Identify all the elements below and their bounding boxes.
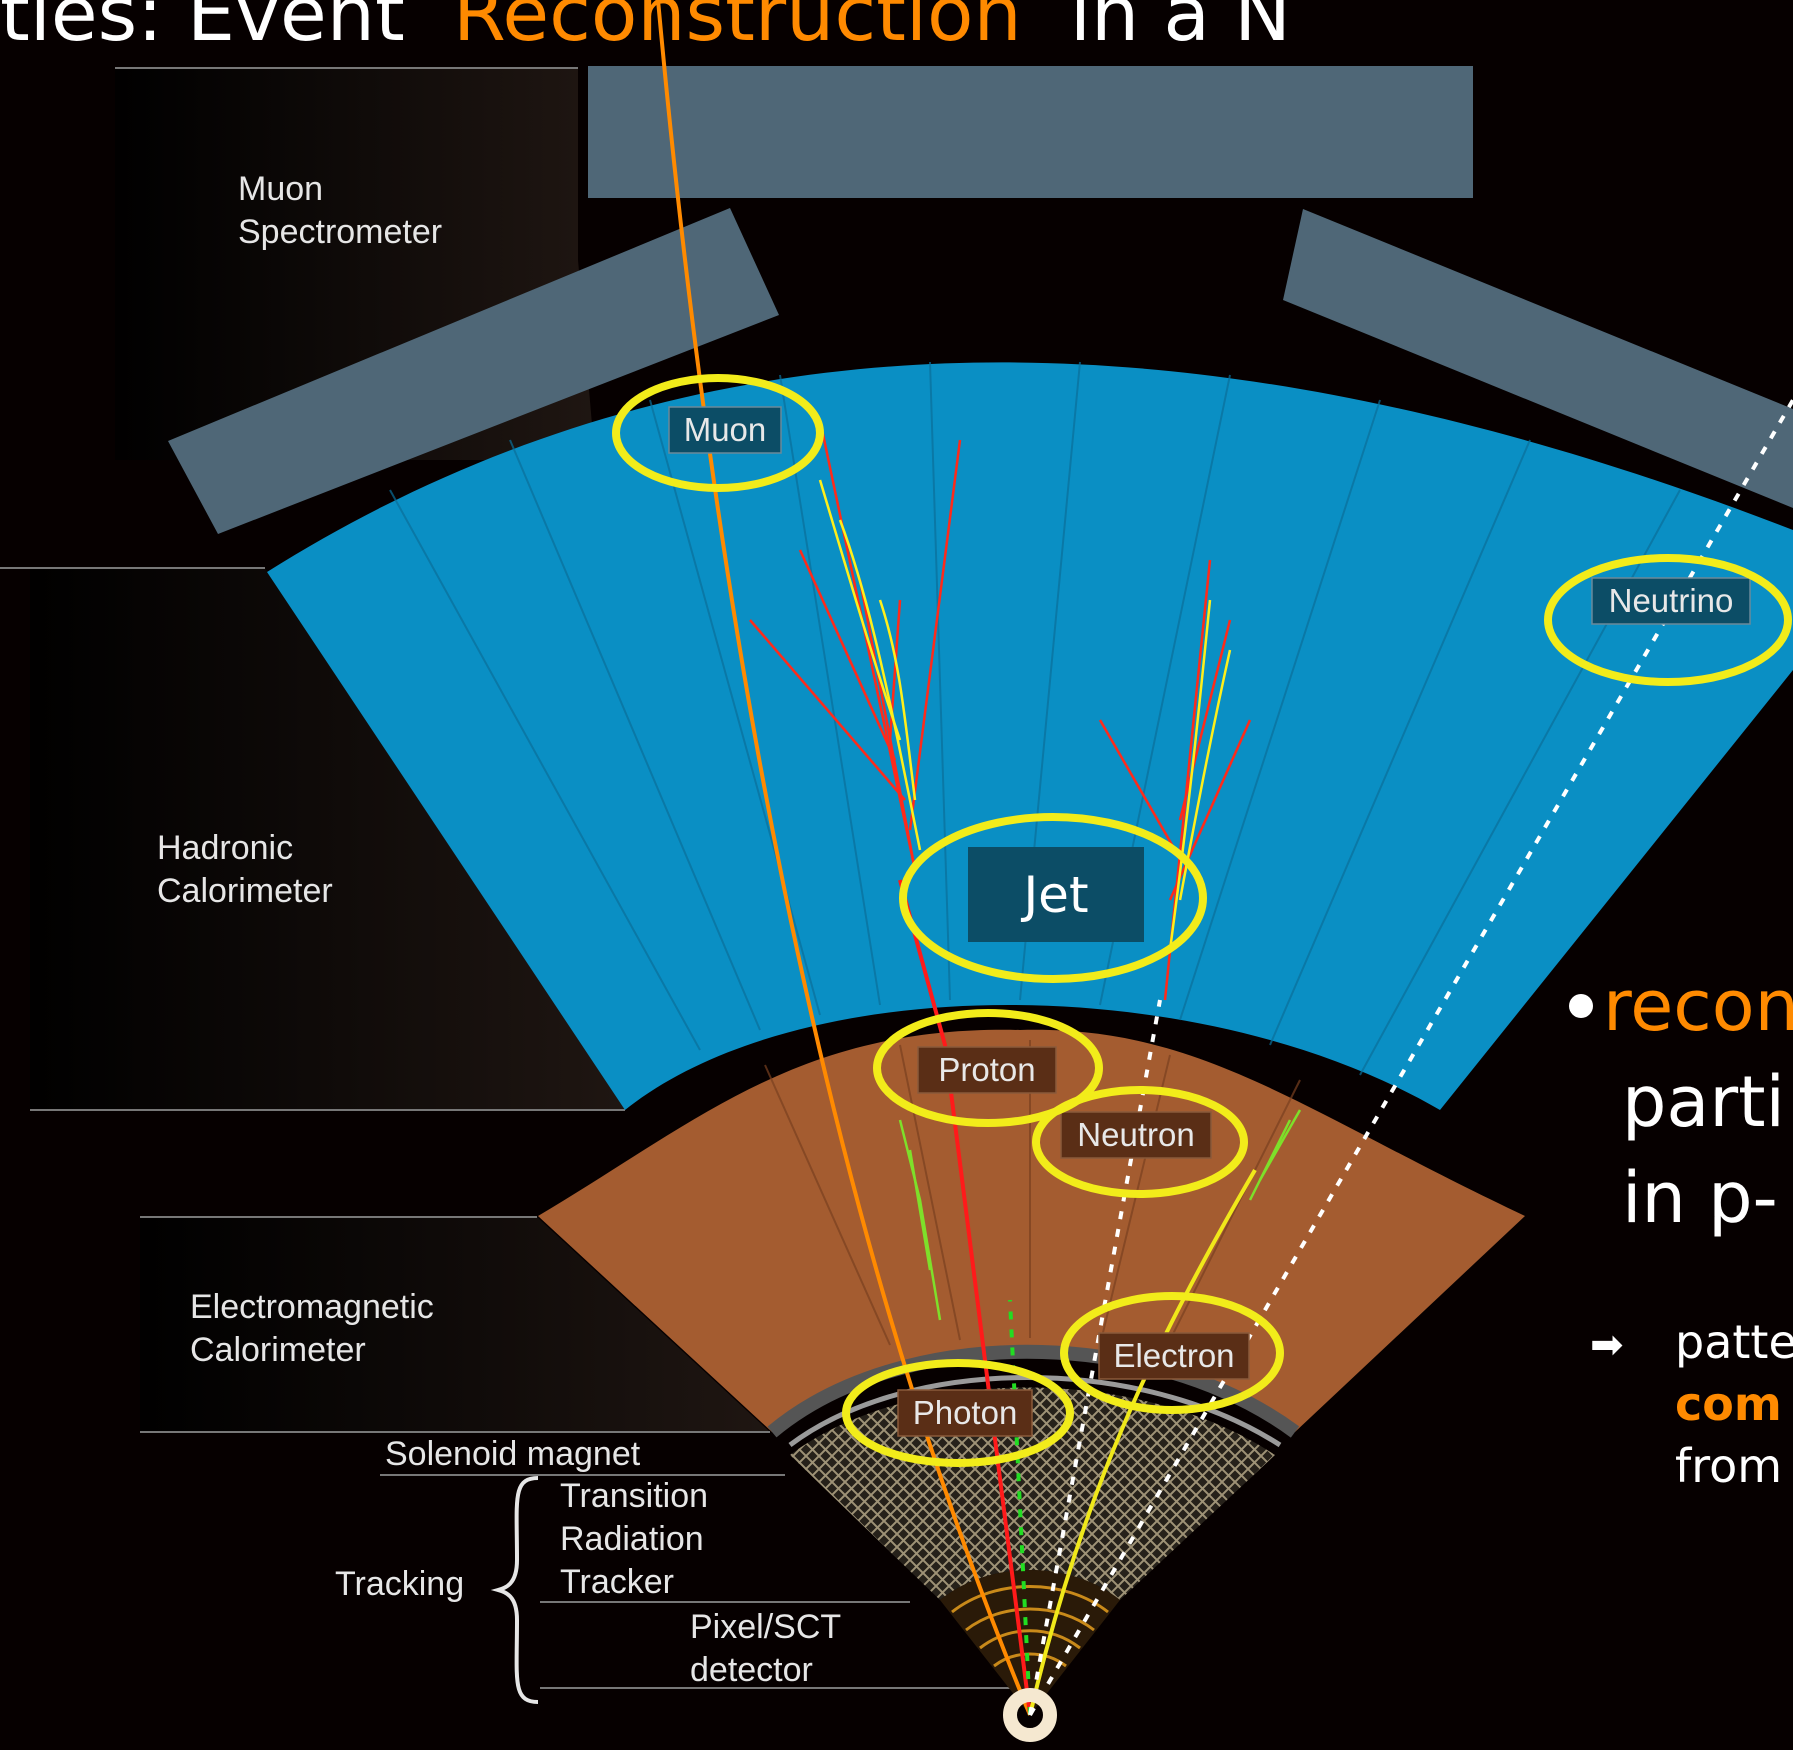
highlight-rings	[612, 374, 1792, 1467]
jet-left-deposits	[818, 479, 922, 851]
sub-bullet-2: com	[1675, 1377, 1782, 1431]
pixel-label-1: Pixel/SCT	[690, 1608, 841, 1646]
particle-labels: Muon Neutrino Jet Proton Neutron Electro…	[668, 406, 1751, 1437]
neutron-tag: Neutron	[1077, 1116, 1194, 1153]
tracking-brace	[490, 1476, 539, 1704]
hadronic-label-panel	[30, 568, 625, 1110]
bullet-3: in p-	[1622, 1157, 1778, 1239]
hadronic-calorimeter	[267, 362, 1793, 1111]
muon-chamber-right	[1283, 209, 1793, 508]
layer-labels: Muon Spectrometer Hadronic Calorimeter E…	[157, 170, 841, 1704]
hadronic-label-2: Calorimeter	[157, 872, 333, 910]
interaction-point	[1003, 1688, 1057, 1742]
tracking-label: Tracking	[335, 1565, 464, 1603]
muon-chamber-top	[588, 66, 1473, 198]
sub-bullet-3: from	[1675, 1439, 1782, 1493]
em-label-2: Calorimeter	[190, 1331, 366, 1369]
trt-label-3: Tracker	[560, 1563, 674, 1601]
arrow-icon: ➡	[1590, 1322, 1624, 1368]
jet-ring	[899, 813, 1207, 983]
photon-ring	[842, 1359, 1074, 1467]
muon-chambers	[168, 66, 1793, 534]
trt-label-1: Transition	[560, 1477, 708, 1515]
muon-spectrometer-label-1: Muon	[238, 170, 323, 208]
em-label-1: Electromagnetic	[190, 1288, 434, 1326]
em-label-panel	[140, 1217, 770, 1432]
slide-title: ties: Event Reconstruction in a N	[0, 0, 1291, 58]
bullet-list: recon parti in p- ➡ patte com from	[1569, 965, 1793, 1493]
em-showers	[898, 1109, 1302, 1321]
pixel-layers	[951, 1585, 1109, 1668]
transition-radiation-tracker	[790, 1387, 1275, 1600]
bullet-1: recon	[1603, 965, 1793, 1047]
layer-label-panels	[0, 67, 1010, 1689]
proton-ring	[873, 1009, 1103, 1127]
svg-text:ties: Event Reconstructi: ties: Event Reconstruction in a N	[0, 0, 1291, 58]
electron-ring	[1060, 1292, 1284, 1414]
bullet-2: parti	[1622, 1061, 1785, 1143]
muon-spectrometer-label-2: Spectrometer	[238, 213, 442, 251]
hadronic-label-1: Hadronic	[157, 829, 293, 867]
jet-left-shower	[749, 419, 962, 871]
sub-bullet-1: patte	[1675, 1315, 1793, 1369]
proton-tag: Proton	[938, 1051, 1035, 1088]
neutrino-ring	[1544, 554, 1792, 686]
muon-chamber-left	[168, 208, 779, 534]
photon-tag: Photon	[913, 1394, 1018, 1431]
neutron-track	[1028, 999, 1162, 1716]
electron-tag: Electron	[1113, 1337, 1234, 1374]
title-prefix: ties: Event	[0, 0, 405, 58]
muon-ring	[612, 374, 824, 492]
neutron-ring	[1032, 1086, 1248, 1198]
jet-tag: Jet	[1020, 866, 1088, 924]
jet-right-deposits	[1168, 599, 1232, 951]
bullet-dot	[1569, 994, 1593, 1018]
pixel-label-2: detector	[690, 1651, 813, 1689]
trt-label-2: Radiation	[560, 1520, 704, 1558]
electron-track	[1028, 1168, 1257, 1716]
solenoid-magnet	[767, 1344, 1300, 1438]
muon-tag: Muon	[684, 411, 767, 448]
em-calorimeter	[538, 1029, 1525, 1432]
neutrino-tag: Neutrino	[1609, 582, 1734, 619]
title-highlight: Reconstruction	[453, 0, 1022, 58]
hadronic-segments	[389, 361, 1681, 1076]
solenoid-label: Solenoid magnet	[385, 1435, 641, 1473]
title-suffix: in a N	[1070, 0, 1291, 58]
